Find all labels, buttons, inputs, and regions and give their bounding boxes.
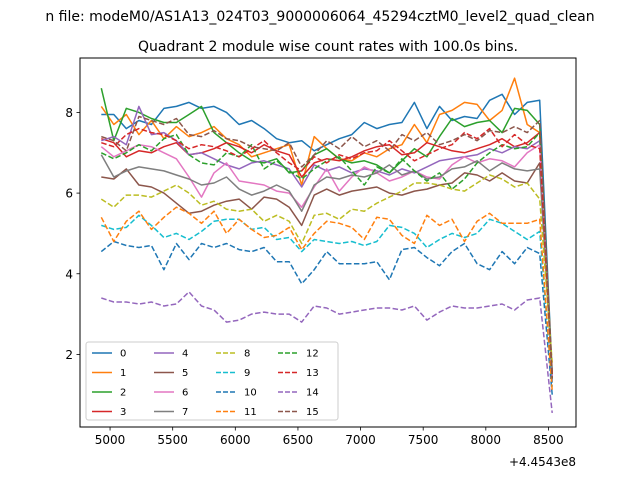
series-line-2 [100, 88, 553, 375]
y-tick-label: 2 [65, 348, 73, 362]
axes-frame [79, 57, 577, 428]
x-tick-label: 5500 [157, 433, 188, 447]
legend-label-8: 8 [244, 349, 250, 360]
y-tick-label: 6 [65, 187, 73, 201]
legend-box [85, 341, 339, 421]
legend-label-5: 5 [182, 368, 188, 379]
legend-label-2: 2 [120, 388, 126, 399]
x-tick-label: 8500 [533, 433, 564, 447]
x-tick-label: 7500 [408, 433, 439, 447]
x-axis: 5000 5500 6000 6500 7000 7500 8000 8500 [95, 427, 564, 447]
x-offset-label: +4.4543e8 [509, 455, 576, 469]
series-line-5 [101, 162, 553, 375]
series-line-3 [101, 131, 553, 375]
legend-label-15: 15 [306, 407, 319, 418]
legend-label-0: 0 [120, 349, 126, 360]
legend-label-10: 10 [244, 388, 257, 399]
figure-suptitle: n file: modeM0/AS1A13_024T03_9000006064_… [45, 9, 594, 25]
legend-label-13: 13 [306, 368, 319, 379]
legend-label-7: 7 [182, 407, 188, 418]
series-line-15 [101, 115, 553, 379]
legend-label-9: 9 [244, 368, 250, 379]
series-lines [100, 77, 553, 413]
x-tick-label: 6000 [220, 433, 251, 447]
legend-label-14: 14 [306, 388, 319, 399]
series-line-7 [100, 154, 553, 371]
x-tick-label: 7000 [345, 433, 376, 447]
legend-label-4: 4 [182, 349, 188, 360]
series-line-0 [101, 93, 553, 375]
series-line-13 [101, 127, 553, 375]
y-tick-label: 8 [65, 106, 73, 120]
series-line-8 [100, 174, 553, 363]
legend-label-12: 12 [306, 349, 319, 360]
chart-title: Quadrant 2 module wise count rates with … [138, 39, 518, 55]
y-tick-label: 4 [65, 267, 73, 281]
x-tick-label: 6500 [283, 433, 314, 447]
x-tick-label: 8000 [471, 433, 502, 447]
legend-label-1: 1 [120, 368, 126, 379]
series-line-12 [100, 131, 553, 379]
series-line-9 [101, 214, 553, 387]
legend-label-6: 6 [182, 388, 188, 399]
series-line-14 [101, 291, 553, 413]
legend-label-11: 11 [244, 407, 257, 418]
legend-label-3: 3 [120, 407, 126, 418]
series-line-10 [100, 240, 553, 395]
series-line-11 [100, 206, 553, 391]
y-axis: 2 4 6 8 [65, 106, 80, 362]
x-tick-label: 5000 [95, 433, 126, 447]
